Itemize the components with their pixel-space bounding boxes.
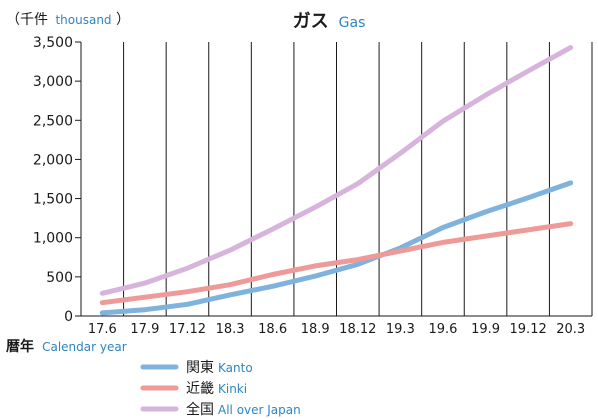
series-line [99, 180, 574, 316]
x-tick-label: 19.6 [428, 322, 457, 337]
x-tick-label: 20.3 [556, 322, 585, 337]
vertical-gridlines [123, 42, 593, 316]
x-tick-label: 18.3 [216, 322, 245, 337]
x-axis-label-en: Calendar year [42, 340, 127, 354]
x-tick-label: 19.12 [510, 322, 547, 337]
y-tick-label: 2,000 [33, 152, 73, 168]
x-tick-label: 18.9 [301, 322, 330, 337]
x-axis-label: 暦年 Calendar year [6, 336, 127, 355]
series-line [99, 45, 574, 296]
y-tick-label: 2,500 [33, 113, 73, 129]
y-unit-en: thousand [55, 13, 111, 27]
x-tick-label: 18.12 [339, 322, 376, 337]
y-axis-ticks: 0 500 1,000 1,500 2,000 2,500 3,000 3,500 [33, 35, 81, 325]
legend-label-ja: 近畿 [186, 381, 214, 397]
x-tick-label: 19.9 [471, 322, 500, 337]
legend-label-en: Kanto [218, 361, 253, 375]
y-unit-ja: （千件 [6, 12, 48, 28]
x-tick-label: 17.6 [88, 322, 117, 337]
y-tick-label: 1,500 [33, 192, 73, 208]
legend-label-ja: 全国 [186, 401, 214, 418]
chart-title-en: Gas [339, 15, 366, 31]
x-tick-label: 17.9 [130, 322, 159, 337]
legend-entry: 関東 Kanto [186, 360, 253, 376]
series-line [99, 221, 574, 306]
y-tick-label: 500 [46, 270, 73, 286]
legend: 関東 Kanto 近畿 Kinki 全国 All over Japan [140, 360, 301, 418]
y-tick-label: 0 [64, 309, 73, 325]
y-tick-label: 3,500 [33, 35, 73, 51]
x-tick-label: 19.3 [386, 322, 415, 337]
series-lines [99, 45, 574, 316]
chart-title-ja: ガス [293, 11, 329, 32]
y-tick-label: 3,000 [33, 74, 73, 90]
legend-label-ja: 関東 [186, 360, 214, 376]
x-axis-ticks: 17.6 17.9 17.12 18.3 18.6 18.9 18.12 19.3 19.6 19… [88, 322, 585, 337]
y-unit-close: ） [116, 12, 130, 28]
legend-entry: 全国 All over Japan [186, 401, 301, 418]
x-tick-label: 18.6 [258, 322, 287, 337]
chart-title: ガス Gas [293, 11, 366, 32]
x-axis-label-ja: 暦年 [6, 338, 34, 355]
legend-entry: 近畿 Kinki [186, 381, 247, 397]
x-tick-label: 17.12 [169, 322, 206, 337]
y-unit-label: （千件 thousand ） [6, 12, 130, 28]
y-tick-label: 1,000 [33, 231, 73, 247]
legend-label-en: All over Japan [218, 403, 301, 417]
legend-label-en: Kinki [218, 382, 247, 396]
